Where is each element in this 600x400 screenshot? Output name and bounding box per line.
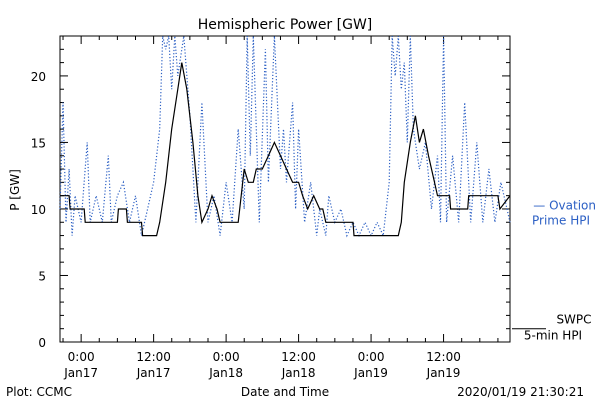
plot-area [59,35,511,343]
x-tick-label: Jan17 [63,366,98,380]
plot-frame [59,35,511,343]
legend-label: Prime HPI [532,214,590,228]
y-axis-label: P [GW] [8,169,22,211]
x-tick-label: 12:00 [426,350,461,364]
y-tick-label: 0 [38,336,46,350]
x-tick-label: 12:00 [136,350,171,364]
x-tick-label: 12:00 [281,350,316,364]
x-tick-label: Jan18 [281,366,316,380]
footer-timestamp: 2020/01/19 21:30:21 [457,385,584,399]
footer-plot-credit: Plot: CCMC [6,385,72,399]
x-tick-label: 0:00 [68,350,95,364]
y-tick-label: 15 [31,136,46,150]
legend-label: SWPC [556,313,591,327]
y-tick-label: 10 [31,203,46,217]
x-tick-label: Jan19 [353,366,388,380]
series-layer [59,35,511,238]
y-tick-label: 5 [38,269,46,283]
x-tick-label: 0:00 [358,350,385,364]
x-tick-label: Jan18 [208,366,243,380]
series-line [60,62,511,237]
x-tick-label: 0:00 [213,350,240,364]
chart-title: Hemispheric Power [GW] [198,17,373,33]
x-tick-label: Jan17 [136,366,171,380]
x-axis-label: Date and Time [241,385,329,399]
legend-label: 5-min HPI [524,329,582,343]
y-tick-label: 20 [31,70,46,84]
legend-label: — Ovation [533,199,596,213]
x-tick-label: Jan19 [426,366,461,380]
series-line [59,35,511,238]
axis-ticks: 0 5 10 15 20 0:00 Jan17 12:00 Jan17 0:00 Jan18 12:0… [31,35,510,380]
